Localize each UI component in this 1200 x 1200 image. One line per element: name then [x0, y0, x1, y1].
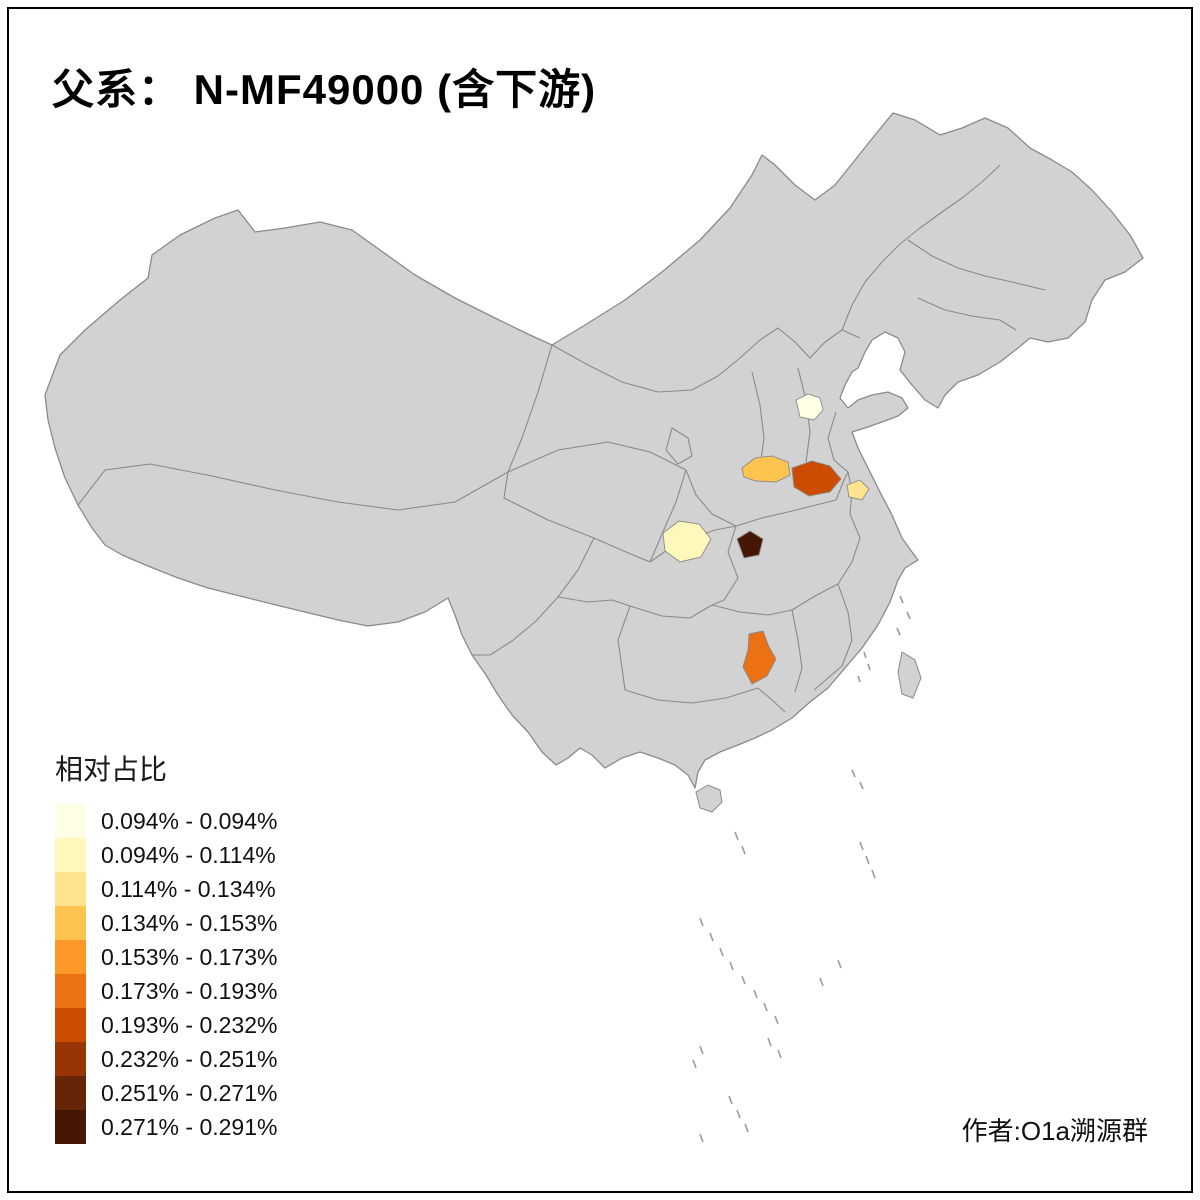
legend-range-label: 0.173% - 0.193% [101, 977, 278, 1004]
legend-item: 0.094% - 0.114% [55, 838, 277, 872]
choropleth-region-3 [846, 479, 870, 501]
legend-range-label: 0.094% - 0.094% [101, 807, 278, 834]
legend-item: 0.114% - 0.134% [55, 872, 277, 906]
legend-item: 0.134% - 0.153% [55, 906, 277, 940]
legend-swatch [55, 804, 86, 838]
legend-swatch [55, 1076, 86, 1110]
choropleth-region-7 [736, 530, 764, 559]
legend-item: 0.094% - 0.094% [55, 804, 277, 838]
legend-swatch [55, 1042, 86, 1076]
legend-item: 0.232% - 0.251% [55, 1042, 277, 1076]
taiwan-island [897, 651, 922, 699]
legend-swatch [55, 906, 86, 940]
sea-islands [692, 595, 911, 1143]
legend-item: 0.153% - 0.173% [55, 940, 277, 974]
choropleth-region-4 [741, 455, 791, 483]
figure-title: 父系： N-MF49000 (含下游) [52, 66, 597, 113]
legend-item: 0.271% - 0.291% [55, 1110, 277, 1144]
legend-item: 0.193% - 0.232% [55, 1008, 277, 1042]
legend-item: 0.173% - 0.193% [55, 974, 277, 1008]
legend-swatch [55, 838, 86, 872]
legend-range-label: 0.271% - 0.291% [101, 1113, 278, 1140]
legend-range-label: 0.153% - 0.173% [101, 943, 278, 970]
china-outline [44, 112, 1144, 789]
legend-swatch [55, 974, 86, 1008]
author-credit: 作者:O1a溯源群 [961, 1116, 1148, 1146]
choropleth-region-6 [791, 460, 842, 497]
legend-range-label: 0.251% - 0.271% [101, 1079, 278, 1106]
legend-swatch [55, 1110, 86, 1144]
choropleth-region-5 [742, 630, 777, 685]
choropleth-regions [662, 393, 870, 685]
legend-range-label: 0.193% - 0.232% [101, 1011, 278, 1038]
choropleth-region-2 [662, 520, 712, 563]
hainan-island [695, 784, 723, 813]
legend-swatch [55, 940, 86, 974]
map-legend: 相对占比 0.094% - 0.094% 0.094% - 0.114% 0.114… [55, 748, 277, 1144]
legend-range-label: 0.094% - 0.114% [101, 841, 276, 868]
choropleth-region-1 [795, 393, 824, 421]
legend-swatch [55, 872, 86, 906]
legend-range-label: 0.114% - 0.134% [101, 875, 276, 902]
legend-items: 0.094% - 0.094% 0.094% - 0.114% 0.114% - 0… [55, 804, 277, 1144]
legend-title: 相对占比 [55, 754, 168, 785]
legend-range-label: 0.232% - 0.251% [101, 1045, 278, 1072]
legend-item: 0.251% - 0.271% [55, 1076, 277, 1110]
legend-swatch [55, 1008, 86, 1042]
legend-range-label: 0.134% - 0.153% [101, 909, 278, 936]
